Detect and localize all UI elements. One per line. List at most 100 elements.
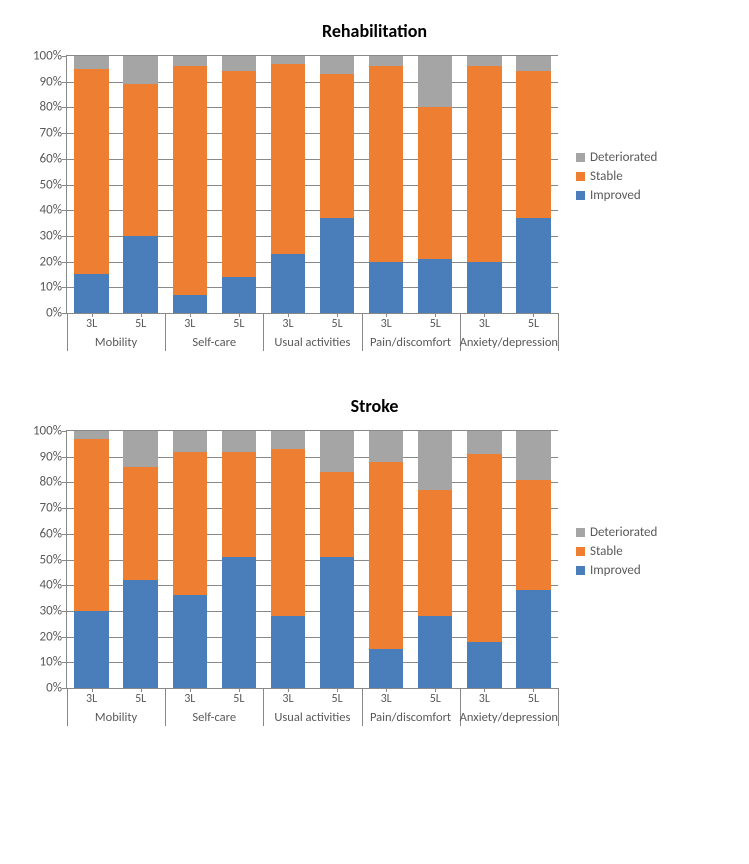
stacked-bar (320, 56, 354, 313)
legend-label: Stable (590, 544, 623, 559)
bar-slot: 5L (509, 56, 558, 313)
stacked-bar (467, 431, 501, 688)
bar-slot: 5L (214, 56, 263, 313)
stacked-bar (271, 56, 305, 313)
stacked-bar (74, 56, 108, 313)
stacked-bar (222, 56, 256, 313)
x-sub-label: 5L (214, 313, 263, 331)
bar-group: 3L5L (67, 56, 165, 313)
bar-group: 3L5L (460, 56, 558, 313)
bar-segment-stable (173, 66, 207, 295)
bar-slot: 3L (362, 431, 411, 688)
plot-area: 0%10%20%30%40%50%60%70%80%90%100%3L5L3L5… (66, 55, 558, 314)
bar-group: 3L5L (67, 431, 165, 688)
bar-segment-deteriorated (222, 431, 256, 452)
bars-container: 3L5L3L5L3L5L3L5L3L5L (67, 431, 558, 688)
y-tick-label: 30% (40, 603, 67, 618)
bar-slot: 5L (411, 431, 460, 688)
bar-slot: 3L (263, 431, 312, 688)
bar-segment-improved (369, 649, 403, 688)
bar-group: 3L5L (165, 431, 263, 688)
x-group-label: Self-care (165, 710, 263, 725)
y-tick-label: 60% (40, 526, 67, 541)
y-tick-label: 40% (40, 578, 67, 593)
bar-slot: 5L (116, 56, 165, 313)
y-tick-label: 60% (40, 151, 67, 166)
y-tick-label: 20% (40, 629, 67, 644)
x-group-label: Pain/discomfort (361, 710, 459, 725)
legend-label: Deteriorated (590, 150, 657, 165)
x-group-label: Self-care (165, 335, 263, 350)
bar-slot: 5L (509, 431, 558, 688)
x-group-label: Usual activities (263, 710, 361, 725)
bar-segment-improved (74, 274, 108, 313)
bar-slot: 3L (460, 56, 509, 313)
bar-segment-improved (516, 218, 550, 313)
x-sub-label: 3L (460, 688, 509, 706)
group-label-row: MobilitySelf-careUsual activitiesPain/di… (67, 710, 558, 725)
chart-row: 0%10%20%30%40%50%60%70%80%90%100%3L5L3L5… (10, 425, 739, 735)
bar-segment-stable (418, 490, 452, 616)
legend-item: Deteriorated (576, 525, 721, 540)
bar-segment-stable (516, 480, 550, 591)
stacked-bar (320, 431, 354, 688)
stacked-bar (369, 431, 403, 688)
bar-segment-deteriorated (320, 56, 354, 74)
bar-slot: 3L (67, 431, 116, 688)
bar-segment-improved (271, 616, 305, 688)
bar-segment-deteriorated (516, 56, 550, 71)
legend: DeterioratedStableImproved (558, 425, 721, 582)
bar-group: 3L5L (460, 431, 558, 688)
legend-item: Stable (576, 544, 721, 559)
bar-segment-stable (271, 64, 305, 254)
stacked-bar (467, 56, 501, 313)
plot-wrap: 0%10%20%30%40%50%60%70%80%90%100%3L5L3L5… (18, 50, 558, 360)
stacked-bar (123, 431, 157, 688)
legend-item: Deteriorated (576, 150, 721, 165)
bar-segment-stable (123, 84, 157, 236)
figure-root: Rehabilitation0%10%20%30%40%50%60%70%80%… (10, 20, 739, 735)
x-sub-label: 5L (411, 688, 460, 706)
bar-segment-deteriorated (74, 431, 108, 439)
y-tick-label: 70% (40, 501, 67, 516)
x-sub-label: 3L (460, 313, 509, 331)
bars-container: 3L5L3L5L3L5L3L5L3L5L (67, 56, 558, 313)
bar-segment-deteriorated (222, 56, 256, 71)
chart-block: Stroke0%10%20%30%40%50%60%70%80%90%100%3… (10, 395, 739, 735)
bar-segment-improved (123, 236, 157, 313)
x-sub-label: 3L (263, 688, 312, 706)
y-tick-label: 0% (46, 681, 67, 696)
bar-segment-deteriorated (320, 431, 354, 472)
bar-slot: 5L (411, 56, 460, 313)
bar-segment-deteriorated (123, 431, 157, 467)
x-sub-label: 3L (165, 688, 214, 706)
bar-segment-stable (271, 449, 305, 616)
bar-segment-stable (369, 66, 403, 261)
x-sub-label: 3L (362, 313, 411, 331)
bar-segment-stable (369, 462, 403, 650)
bar-segment-stable (74, 439, 108, 611)
x-sub-label: 3L (67, 688, 116, 706)
stacked-bar (222, 431, 256, 688)
bar-segment-stable (467, 66, 501, 261)
plot-wrap: 0%10%20%30%40%50%60%70%80%90%100%3L5L3L5… (18, 425, 558, 735)
bar-slot: 3L (460, 431, 509, 688)
x-group-label: Pain/discomfort (361, 335, 459, 350)
legend-swatch (576, 191, 585, 200)
stacked-bar (516, 56, 550, 313)
y-tick-label: 50% (40, 552, 67, 567)
legend-swatch (576, 547, 585, 556)
x-group-label: Anxiety/depression (460, 710, 558, 725)
bar-segment-deteriorated (418, 431, 452, 490)
bar-segment-deteriorated (418, 56, 452, 107)
bar-group: 3L5L (362, 431, 460, 688)
y-tick-label: 30% (40, 228, 67, 243)
bar-segment-deteriorated (173, 431, 207, 452)
plot-area: 0%10%20%30%40%50%60%70%80%90%100%3L5L3L5… (66, 430, 558, 689)
x-sub-label: 5L (116, 688, 165, 706)
group-label-row: MobilitySelf-careUsual activitiesPain/di… (67, 335, 558, 350)
x-group-label: Mobility (67, 335, 165, 350)
bar-group: 3L5L (263, 56, 361, 313)
bar-group: 3L5L (362, 56, 460, 313)
bar-slot: 5L (313, 56, 362, 313)
